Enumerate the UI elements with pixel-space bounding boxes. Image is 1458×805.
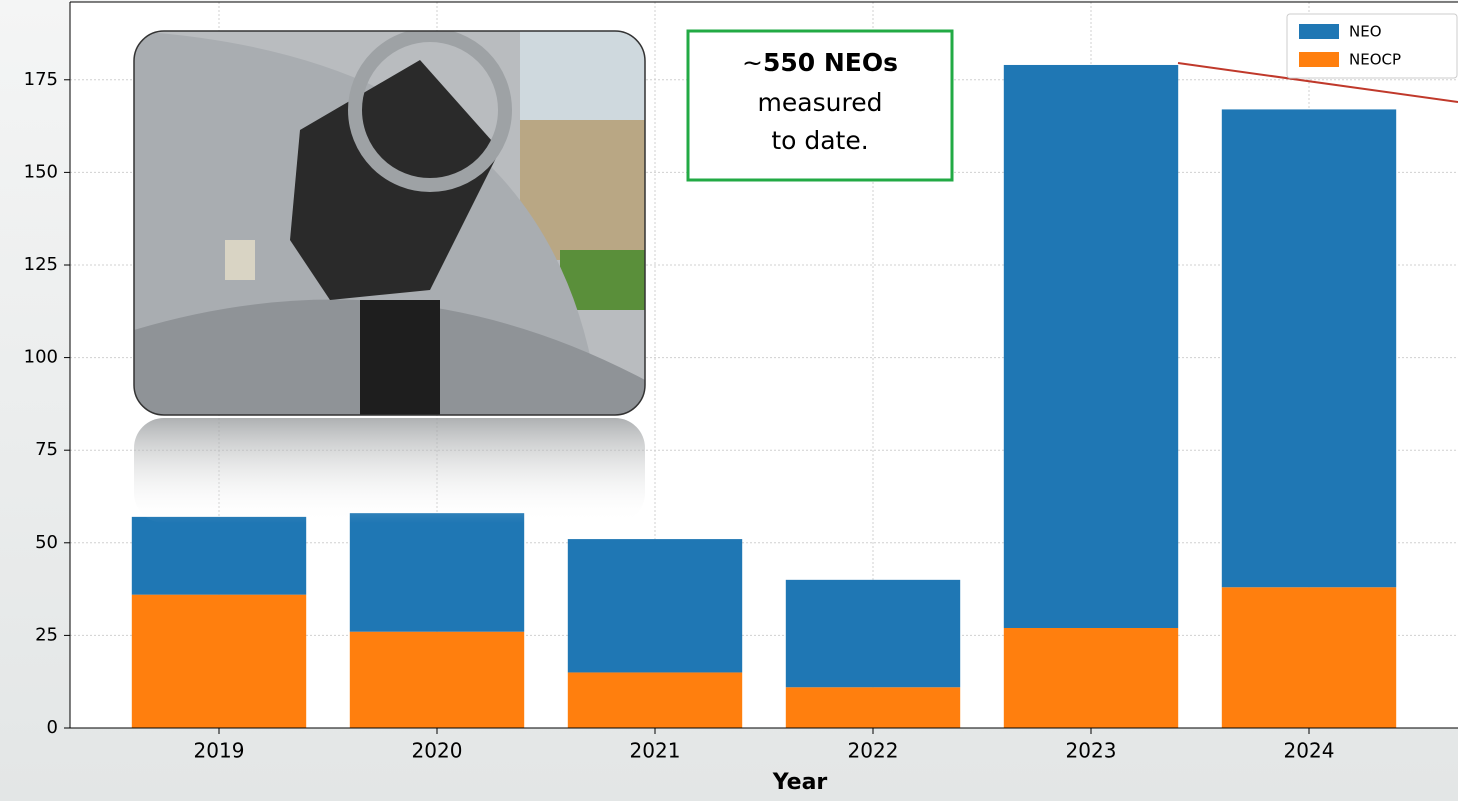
annotation-tilde: ~ bbox=[742, 48, 763, 77]
x-axis-label: Year bbox=[772, 770, 828, 795]
bar bbox=[1004, 628, 1178, 728]
chart: Year ~550 NEOs measured to date. NEO NEOC… bbox=[0, 0, 1458, 801]
y-tick-label: 175 bbox=[24, 69, 58, 90]
bar bbox=[1004, 65, 1178, 628]
bar bbox=[1222, 587, 1396, 728]
x-tick-label: 2020 bbox=[412, 739, 463, 763]
annotation-line: measured bbox=[758, 88, 883, 117]
x-tick-label: 2022 bbox=[848, 739, 899, 763]
annotation-bold: 550 NEOs bbox=[763, 48, 898, 77]
x-tick-label: 2023 bbox=[1066, 739, 1117, 763]
y-tick-label: 125 bbox=[24, 254, 58, 275]
y-tick-label: 50 bbox=[35, 532, 58, 553]
legend-label: NEO bbox=[1349, 23, 1382, 41]
x-tick-label: 2021 bbox=[630, 739, 681, 763]
bar bbox=[350, 632, 524, 728]
y-tick-label: 75 bbox=[35, 439, 58, 460]
bar bbox=[786, 580, 960, 687]
bar bbox=[786, 687, 960, 728]
bar bbox=[132, 595, 306, 728]
bar bbox=[568, 672, 742, 728]
y-tick-label: 100 bbox=[24, 347, 58, 368]
photo-reflection bbox=[134, 418, 645, 523]
legend-swatch bbox=[1299, 24, 1339, 39]
x-tick-label: 2024 bbox=[1284, 739, 1335, 763]
y-tick-label: 0 bbox=[47, 717, 58, 738]
legend-label: NEOCP bbox=[1349, 51, 1401, 69]
legend-swatch bbox=[1299, 52, 1339, 67]
bar bbox=[350, 513, 524, 632]
annotation-line: to date. bbox=[771, 126, 868, 155]
x-tick-label: 2019 bbox=[194, 739, 245, 763]
annotation-line: ~550 NEOs bbox=[742, 48, 898, 77]
y-tick-label: 25 bbox=[35, 624, 58, 645]
bar bbox=[568, 539, 742, 672]
bar bbox=[1222, 109, 1396, 587]
bar bbox=[132, 517, 306, 595]
telescope-photo bbox=[134, 31, 645, 415]
y-tick-label: 150 bbox=[24, 161, 58, 182]
